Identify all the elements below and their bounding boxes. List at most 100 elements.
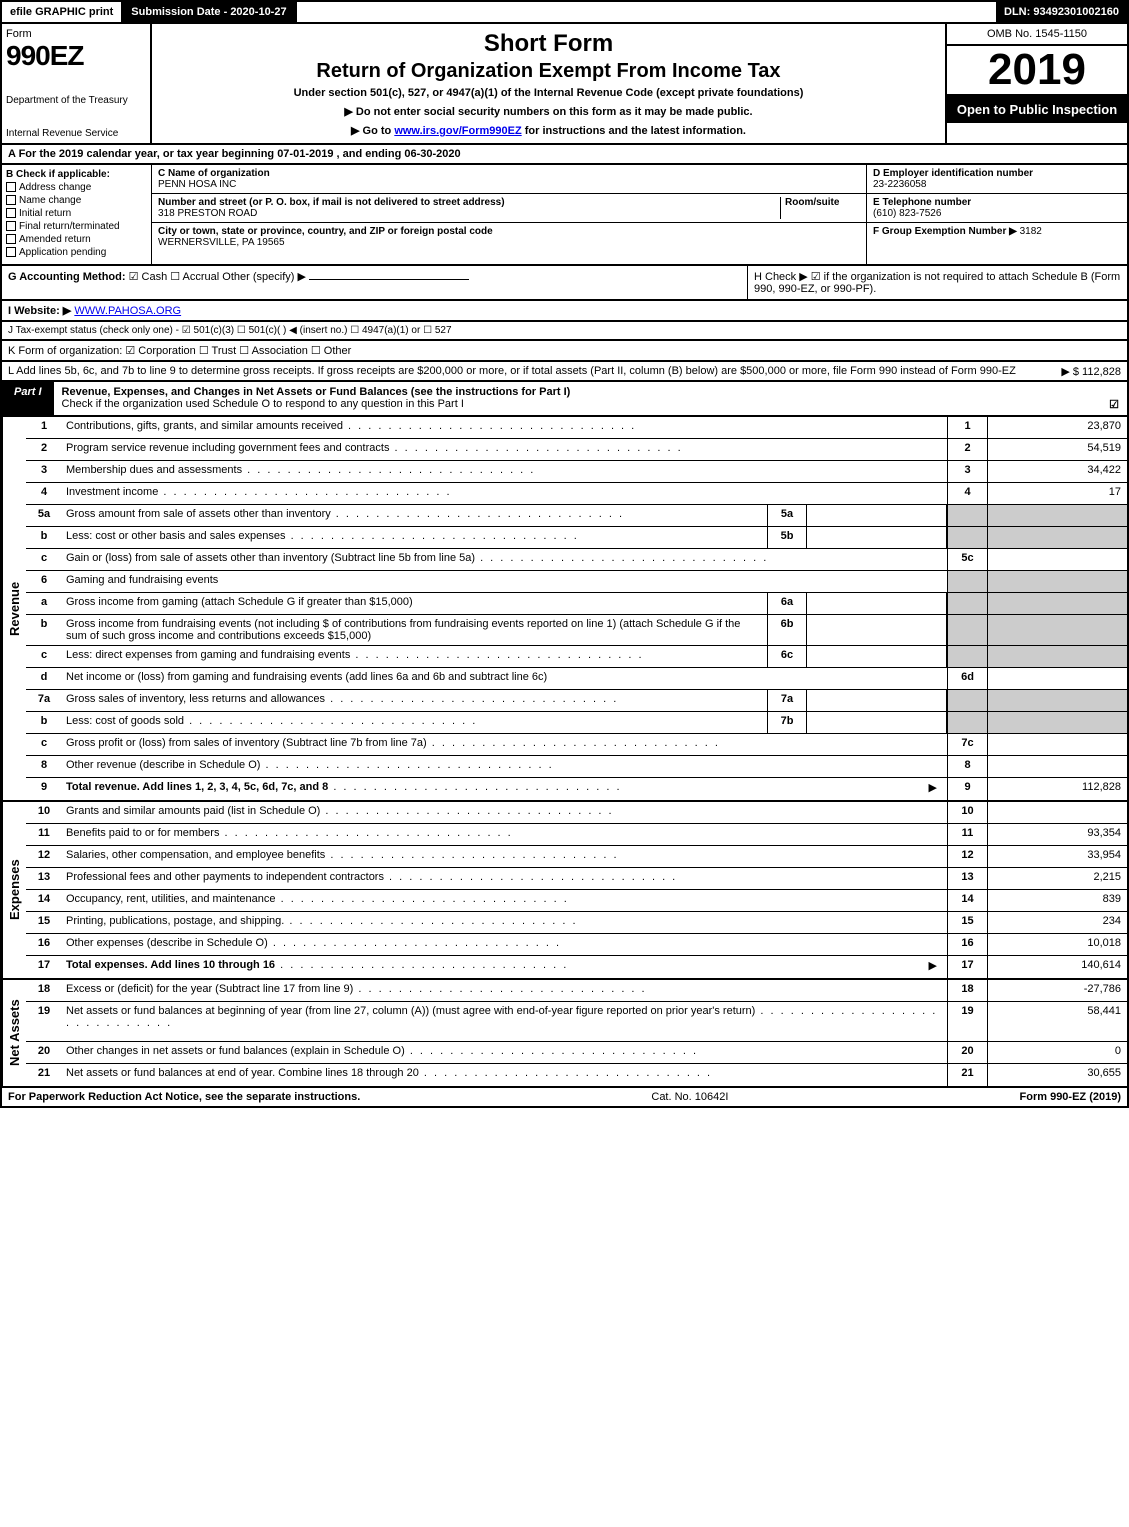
catalog-number: Cat. No. 10642I: [360, 1091, 1019, 1103]
part-1-title: Revenue, Expenses, and Changes in Net As…: [62, 386, 571, 398]
row-19: 19Net assets or fund balances at beginni…: [26, 1002, 1127, 1042]
row-5a: 5aGross amount from sale of assets other…: [26, 505, 1127, 527]
row-14: 14Occupancy, rent, utilities, and mainte…: [26, 890, 1127, 912]
row-9: 9Total revenue. Add lines 1, 2, 3, 4, 5c…: [26, 778, 1127, 800]
form-header: Form 990EZ Department of the Treasury In…: [0, 24, 1129, 145]
phone-label: E Telephone number: [873, 197, 971, 208]
dln-label: DLN: 93492301002160: [996, 2, 1127, 22]
title-short-form: Short Form: [158, 30, 939, 58]
goto-prefix: ▶ Go to: [351, 125, 394, 137]
form-ref: Form 990-EZ (2019): [1020, 1091, 1121, 1103]
row-13: 13Professional fees and other payments t…: [26, 868, 1127, 890]
line-g-label: G Accounting Method:: [8, 271, 126, 283]
ein-label: D Employer identification number: [873, 168, 1033, 179]
row-2: 2Program service revenue including gover…: [26, 439, 1127, 461]
phone-value: (610) 823-7526: [873, 208, 941, 219]
city-label: City or town, state or province, country…: [158, 226, 493, 237]
header-left: Form 990EZ Department of the Treasury In…: [2, 24, 152, 143]
row-7c: cGross profit or (loss) from sales of in…: [26, 734, 1127, 756]
line-a-tax-year: A For the 2019 calendar year, or tax yea…: [0, 145, 1129, 165]
row-15: 15Printing, publications, postage, and s…: [26, 912, 1127, 934]
row-17: 17Total expenses. Add lines 10 through 1…: [26, 956, 1127, 978]
row-7a: 7aGross sales of inventory, less returns…: [26, 690, 1127, 712]
page-footer: For Paperwork Reduction Act Notice, see …: [0, 1088, 1129, 1108]
row-1: 1Contributions, gifts, grants, and simil…: [26, 417, 1127, 439]
part-1-checkbox[interactable]: ☑: [1109, 398, 1119, 411]
part-1-check-note: Check if the organization used Schedule …: [62, 398, 464, 410]
room-label: Room/suite: [785, 197, 839, 208]
title-return: Return of Organization Exempt From Incom…: [158, 60, 939, 83]
net-assets-section: Net Assets 18Excess or (deficit) for the…: [0, 980, 1129, 1088]
goto-note: ▶ Go to www.irs.gov/Form990EZ for instru…: [158, 124, 939, 137]
chk-application-pending[interactable]: Application pending: [6, 247, 147, 258]
row-6d: dNet income or (loss) from gaming and fu…: [26, 668, 1127, 690]
top-bar: efile GRAPHIC print Submission Date - 20…: [0, 0, 1129, 24]
goto-suffix: for instructions and the latest informat…: [525, 125, 746, 137]
row-10: 10Grants and similar amounts paid (list …: [26, 802, 1127, 824]
org-name: PENN HOSA INC: [158, 179, 236, 190]
expenses-section: Expenses 10Grants and similar amounts pa…: [0, 802, 1129, 980]
line-g-options: ☑ Cash ☐ Accrual Other (specify) ▶: [129, 271, 306, 283]
row-6a: aGross income from gaming (attach Schedu…: [26, 593, 1127, 615]
form-number: 990EZ: [6, 40, 146, 72]
efile-print-button[interactable]: efile GRAPHIC print: [2, 2, 123, 22]
row-6c: cLess: direct expenses from gaming and f…: [26, 646, 1127, 668]
row-8: 8Other revenue (describe in Schedule O)8: [26, 756, 1127, 778]
ssn-warning: ▶ Do not enter social security numbers o…: [158, 105, 939, 118]
line-k: K Form of organization: ☑ Corporation ☐ …: [0, 341, 1129, 362]
row-5c: cGain or (loss) from sale of assets othe…: [26, 549, 1127, 571]
line-j: J Tax-exempt status (check only one) - ☑…: [0, 322, 1129, 341]
group-exemption-value: 3182: [1020, 226, 1042, 237]
row-5b: bLess: cost or other basis and sales exp…: [26, 527, 1127, 549]
box-c: C Name of organization PENN HOSA INC Num…: [152, 165, 867, 264]
chk-initial-return[interactable]: Initial return: [6, 208, 147, 219]
form-word: Form: [6, 28, 146, 40]
street-label: Number and street (or P. O. box, if mail…: [158, 197, 505, 208]
omb-number: OMB No. 1545-1150: [947, 24, 1127, 46]
revenue-side-label: Revenue: [2, 417, 26, 800]
header-right: OMB No. 1545-1150 2019 Open to Public In…: [947, 24, 1127, 143]
paperwork-notice: For Paperwork Reduction Act Notice, see …: [8, 1091, 360, 1103]
section-b-c-d: B Check if applicable: Address change Na…: [0, 165, 1129, 266]
row-11: 11Benefits paid to or for members1193,35…: [26, 824, 1127, 846]
row-12: 12Salaries, other compensation, and empl…: [26, 846, 1127, 868]
irs-label: Internal Revenue Service: [6, 128, 146, 139]
row-7b: bLess: cost of goods sold7b: [26, 712, 1127, 734]
row-6b: bGross income from fundraising events (n…: [26, 615, 1127, 646]
line-l-amount: ▶ $ 112,828: [1061, 365, 1121, 378]
ein-value: 23-2236058: [873, 179, 926, 190]
row-20: 20Other changes in net assets or fund ba…: [26, 1042, 1127, 1064]
open-to-public: Open to Public Inspection: [947, 96, 1127, 123]
irs-link[interactable]: www.irs.gov/Form990EZ: [394, 125, 521, 137]
row-4: 4Investment income417: [26, 483, 1127, 505]
section-g-h: G Accounting Method: ☑ Cash ☐ Accrual Ot…: [0, 266, 1129, 301]
submission-date-button[interactable]: Submission Date - 2020-10-27: [123, 2, 296, 22]
chk-amended-return[interactable]: Amended return: [6, 234, 147, 245]
subtitle: Under section 501(c), 527, or 4947(a)(1)…: [158, 87, 939, 99]
revenue-section: Revenue 1Contributions, gifts, grants, a…: [0, 417, 1129, 802]
group-exemption-label: F Group Exemption Number ▶: [873, 226, 1017, 237]
row-18: 18Excess or (deficit) for the year (Subt…: [26, 980, 1127, 1002]
net-assets-side-label: Net Assets: [2, 980, 26, 1086]
part-1-header: Part I Revenue, Expenses, and Changes in…: [0, 382, 1129, 417]
row-16: 16Other expenses (describe in Schedule O…: [26, 934, 1127, 956]
box-b: B Check if applicable: Address change Na…: [2, 165, 152, 264]
street-value: 318 PRESTON ROAD: [158, 208, 257, 219]
expenses-side-label: Expenses: [2, 802, 26, 978]
chk-final-return[interactable]: Final return/terminated: [6, 221, 147, 232]
box-d-e-f: D Employer identification number 23-2236…: [867, 165, 1127, 264]
department-label: Department of the Treasury: [6, 95, 146, 106]
row-6: 6Gaming and fundraising events: [26, 571, 1127, 593]
box-b-title: B Check if applicable:: [6, 169, 147, 180]
row-21: 21Net assets or fund balances at end of …: [26, 1064, 1127, 1086]
chk-address-change[interactable]: Address change: [6, 182, 147, 193]
org-name-label: C Name of organization: [158, 168, 270, 179]
line-i: I Website: ▶ WWW.PAHOSA.ORG: [0, 301, 1129, 322]
row-3: 3Membership dues and assessments334,422: [26, 461, 1127, 483]
website-link[interactable]: WWW.PAHOSA.ORG: [74, 305, 181, 317]
city-value: WERNERSVILLE, PA 19565: [158, 237, 285, 248]
tax-year: 2019: [947, 46, 1127, 96]
line-h: H Check ▶ ☑ if the organization is not r…: [747, 266, 1127, 299]
chk-name-change[interactable]: Name change: [6, 195, 147, 206]
part-1-label: Part I: [2, 382, 54, 415]
